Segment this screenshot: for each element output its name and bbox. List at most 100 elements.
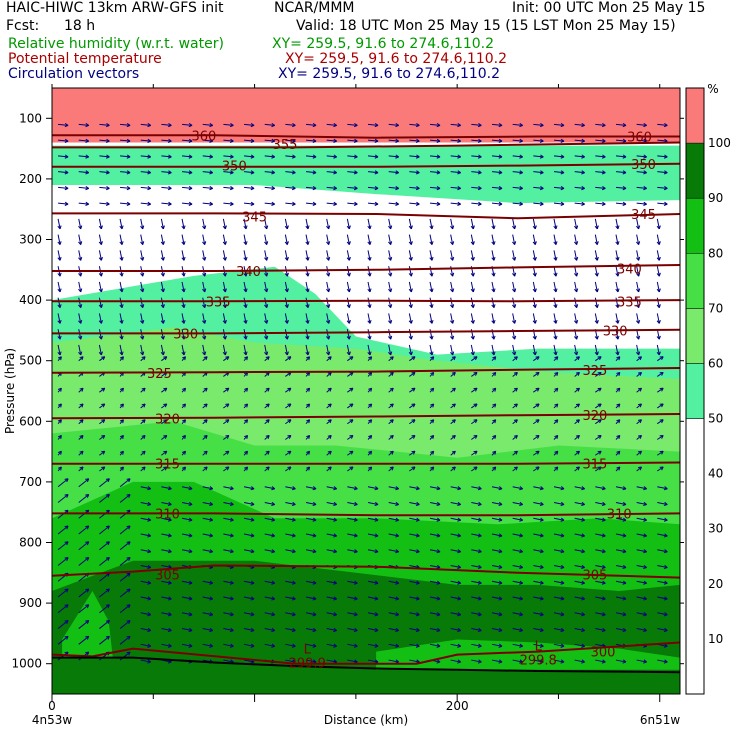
circulation-vector — [202, 218, 207, 230]
circulation-vector — [57, 387, 62, 393]
field-xy-vectors: XY= 259.5, 91.6 to 274.6,110.2 — [278, 66, 501, 82]
circulation-vector — [161, 517, 172, 522]
circulation-vector — [595, 201, 606, 206]
circulation-vector — [223, 185, 234, 191]
circulation-vector — [367, 627, 379, 633]
circulation-vector — [429, 517, 441, 522]
circulation-vector — [119, 557, 131, 566]
circulation-vector — [285, 643, 296, 648]
circulation-vector — [450, 356, 456, 362]
circulation-vector — [429, 387, 435, 393]
circulation-vector — [98, 218, 103, 230]
circulation-vector — [58, 122, 69, 128]
circulation-vector — [409, 549, 420, 554]
circulation-vector — [347, 501, 358, 507]
circulation-vector — [595, 138, 606, 143]
circulation-vector — [202, 185, 214, 191]
circulation-vector — [243, 450, 249, 456]
circulation-vector — [615, 218, 620, 230]
circulation-vector — [450, 122, 461, 128]
circulation-vector — [615, 356, 621, 362]
circulation-vector — [202, 313, 207, 324]
circulation-vector — [222, 250, 227, 261]
circulation-vector — [326, 501, 338, 507]
circulation-vector — [119, 281, 124, 293]
circulation-vector — [140, 564, 152, 570]
circulation-vector — [120, 185, 131, 191]
circulation-vector — [243, 435, 249, 440]
circulation-vector — [533, 643, 544, 648]
circulation-vector — [491, 250, 496, 261]
circulation-vector — [202, 450, 208, 456]
circulation-vector — [223, 201, 234, 206]
circulation-vector — [264, 356, 270, 362]
circulation-vector — [202, 434, 208, 440]
circulation-vector — [223, 122, 234, 128]
circulation-vector — [471, 419, 478, 425]
circulation-vector — [615, 580, 627, 585]
circulation-vector — [636, 297, 641, 308]
circulation-vector — [264, 250, 269, 261]
circulation-vector — [243, 356, 249, 362]
circulation-vector — [450, 486, 461, 491]
circulation-vector — [78, 557, 90, 566]
circulation-vector — [512, 612, 523, 617]
circulation-vector — [57, 250, 62, 261]
circulation-vector — [161, 501, 172, 507]
circulation-vector — [161, 434, 168, 440]
circulation-vector — [595, 501, 606, 507]
circulation-vector — [243, 486, 255, 491]
circulation-vector — [161, 466, 168, 472]
circulation-vector — [512, 356, 518, 362]
circulation-vector — [326, 297, 331, 308]
circulation-vector — [429, 234, 434, 245]
circulation-vector — [409, 403, 416, 409]
circulation-vector — [408, 329, 413, 340]
circulation-vector — [243, 329, 248, 340]
circulation-vector — [78, 313, 83, 324]
circulation-vector — [326, 281, 331, 293]
circulation-vector — [305, 185, 317, 191]
circulation-vector — [471, 517, 482, 522]
circulation-vector — [78, 478, 90, 488]
circulation-vector — [326, 387, 332, 393]
low-letter: L — [304, 643, 312, 658]
circulation-vector — [347, 387, 354, 393]
circulation-vector — [388, 403, 394, 409]
circulation-vector — [595, 170, 606, 175]
circulation-vector — [98, 281, 103, 293]
circulation-vector — [99, 387, 106, 393]
circulation-vector — [429, 281, 434, 293]
circulation-vector — [656, 250, 661, 261]
circulation-vector — [119, 234, 124, 245]
circulation-vector — [553, 122, 565, 128]
circulation-vector — [532, 313, 537, 324]
circulation-vector — [388, 218, 393, 230]
circulation-vector — [264, 486, 276, 491]
circulation-vector — [657, 185, 668, 191]
circulation-vector — [594, 297, 599, 308]
circulation-vector — [367, 580, 379, 585]
circulation-vector — [553, 138, 565, 143]
circulation-vector — [594, 344, 599, 356]
circulation-vector — [553, 170, 565, 175]
circulation-vector — [285, 517, 296, 522]
circulation-vector — [491, 201, 503, 206]
circulation-vector — [388, 356, 394, 362]
circulation-vector — [367, 154, 379, 159]
circulation-vector — [450, 218, 455, 230]
circulation-vector — [491, 643, 503, 648]
colorbar-label: 30 — [708, 522, 723, 536]
circulation-vector — [57, 344, 62, 356]
low-letter: L — [535, 640, 543, 655]
circulation-vector — [305, 356, 311, 362]
circulation-vector — [636, 154, 647, 159]
y-tick-label: 300 — [19, 233, 42, 247]
circulation-vector — [119, 297, 124, 308]
circulation-vector — [181, 234, 186, 245]
circulation-vector — [429, 580, 441, 585]
circulation-vector — [264, 533, 276, 538]
circulation-vector — [181, 403, 186, 409]
circulation-vector — [223, 170, 234, 175]
circulation-vector — [140, 403, 146, 409]
